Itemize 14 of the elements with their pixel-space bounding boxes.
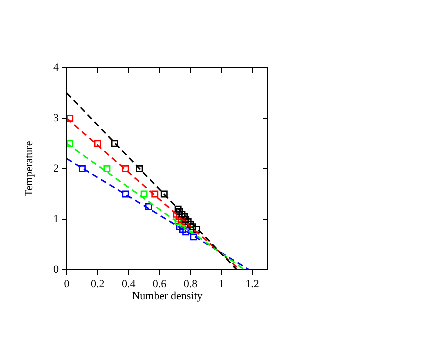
x-tick-label: 1 <box>218 278 224 290</box>
x-tick-label: 0.6 <box>152 278 168 290</box>
x-tick-label: 0.4 <box>122 278 136 290</box>
y-tick-label: 0 <box>54 264 60 276</box>
y-tick-label: 1 <box>54 213 59 226</box>
x-tick-label: 0.2 <box>91 278 105 290</box>
x-axis-title: Number density <box>132 290 204 302</box>
y-axis-title: Temperature <box>23 141 36 197</box>
x-tick-label: 0.8 <box>184 278 198 290</box>
y-tick-label: 2 <box>54 162 59 175</box>
y-tick-label: 4 <box>54 62 60 74</box>
y-tick-label: 3 <box>54 112 60 124</box>
x-tick-label: 1.2 <box>246 278 260 290</box>
x-tick-label: 0 <box>64 278 70 290</box>
